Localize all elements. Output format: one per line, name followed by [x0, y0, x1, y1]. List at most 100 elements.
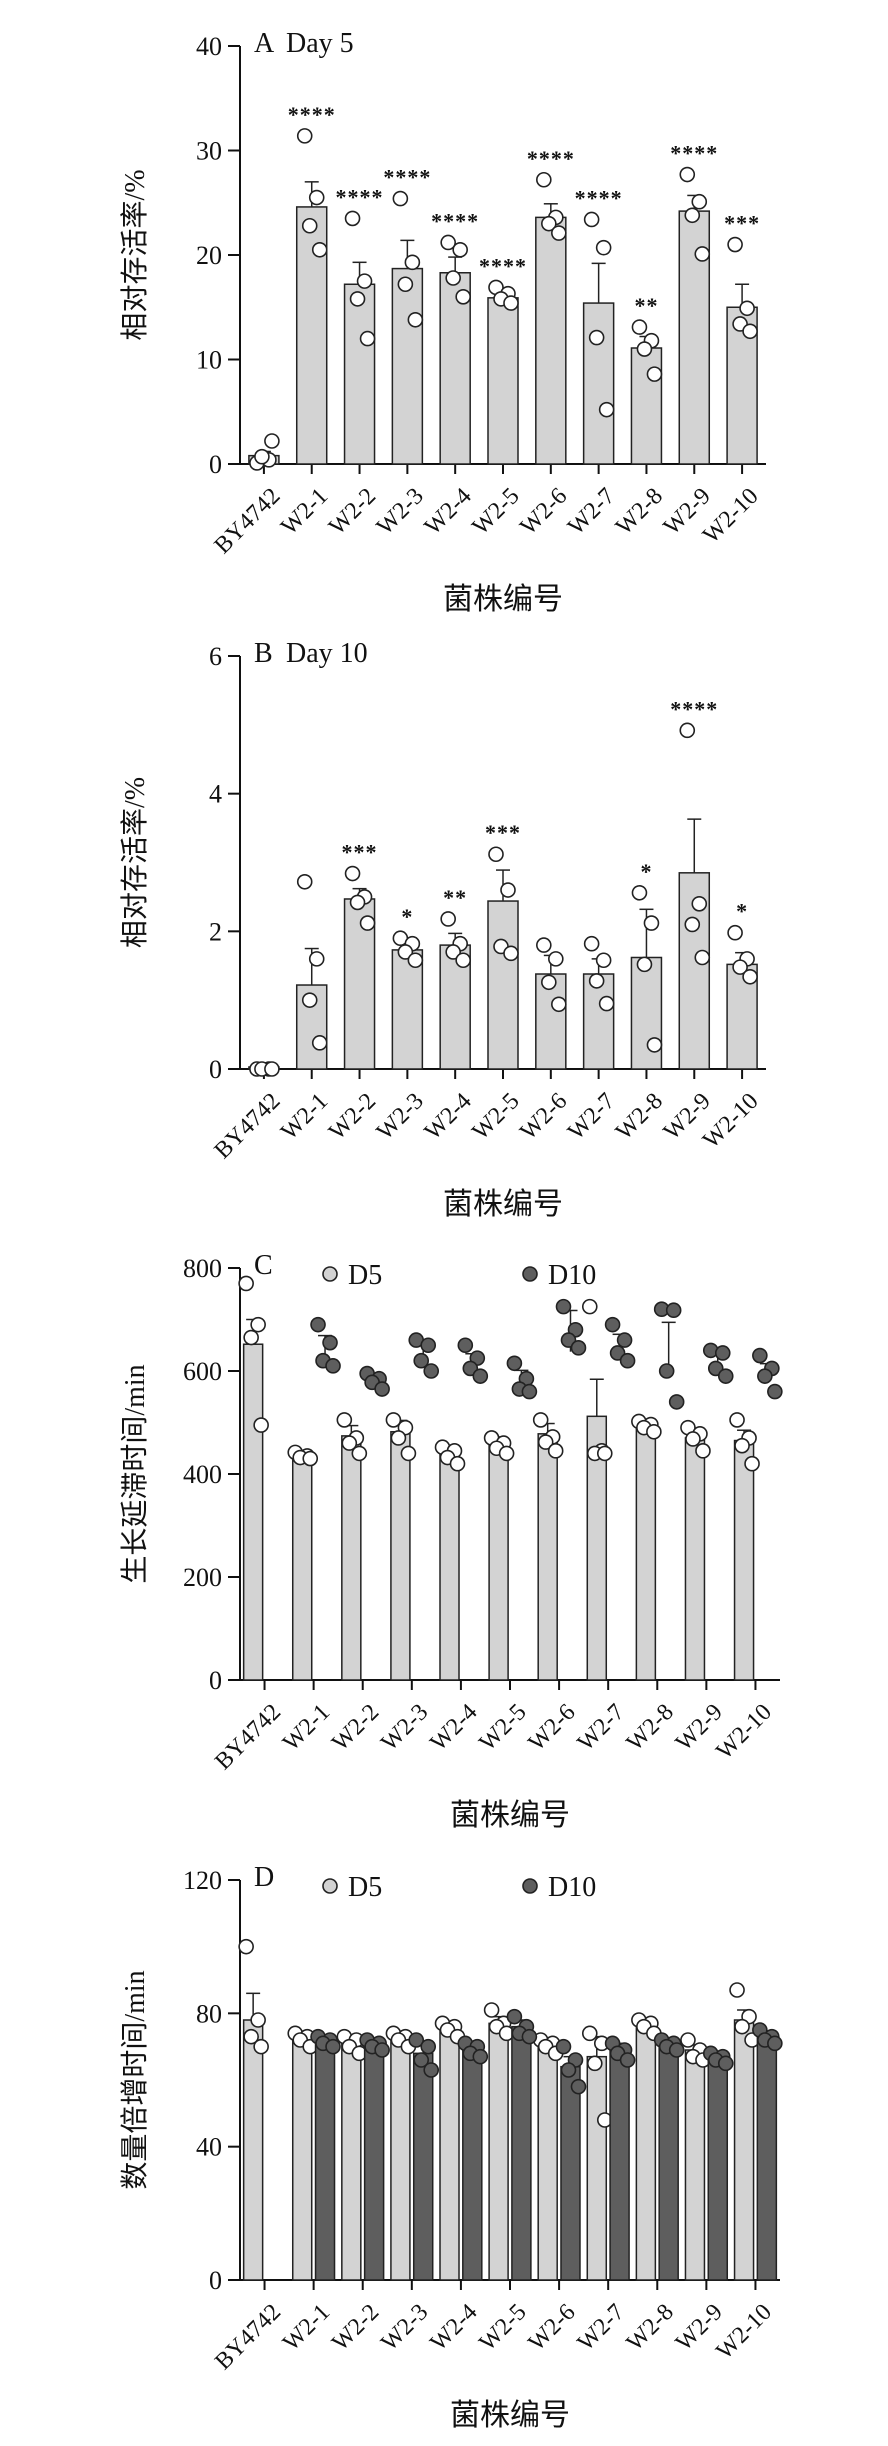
- legend-marker: [322, 1878, 338, 1894]
- data-point: [636, 956, 653, 973]
- data-point: [392, 190, 409, 207]
- y-axis-label: 相对存活率/%: [119, 169, 151, 340]
- category-label: W2-3: [372, 483, 429, 540]
- panel-letter: A: [254, 28, 275, 59]
- category-label: W2-10: [711, 2299, 777, 2365]
- data-point: [685, 1431, 701, 1447]
- category-label: W2-6: [515, 1088, 572, 1145]
- y-axis-label: 相对存活率/%: [119, 777, 151, 948]
- significance-label: ****: [527, 146, 575, 171]
- data-point: [695, 1443, 711, 1459]
- data-point: [359, 915, 376, 931]
- data-point: [729, 1982, 745, 1998]
- category-label: W2-6: [524, 2299, 581, 2356]
- category-label: BY4742: [210, 1699, 286, 1775]
- data-point: [349, 894, 366, 911]
- category-label: W2-1: [276, 1088, 333, 1145]
- category-label: W2-7: [573, 2299, 630, 2356]
- bar: [343, 283, 376, 465]
- data-point: [521, 1383, 538, 1400]
- data-point: [308, 951, 325, 967]
- bar: [511, 2025, 532, 2281]
- bar: [391, 949, 424, 1070]
- data-point: [503, 945, 519, 962]
- y-tick-label: 0: [209, 450, 222, 479]
- data-point: [341, 1435, 358, 1451]
- bar: [635, 2025, 657, 2281]
- legend-label: D10: [548, 1872, 596, 1903]
- data-point: [400, 1445, 417, 1462]
- data-point: [598, 995, 615, 1012]
- significance-label: ****: [670, 696, 718, 721]
- data-point: [253, 2038, 269, 2055]
- significance-label: ***: [724, 211, 760, 236]
- data-point: [729, 1412, 745, 1428]
- bar: [756, 2035, 778, 2281]
- significance-label: ****: [336, 184, 384, 209]
- data-point: [536, 937, 552, 953]
- chart-panel-A: 0 10 20 30 40 A Day 5 相对存活率/% 菌株编号 BY4742W2-1W2-2…: [119, 28, 766, 616]
- category-label: W2-8: [622, 1699, 679, 1756]
- data-point: [668, 2042, 685, 2058]
- category-label: W2-5: [468, 483, 525, 540]
- bar: [733, 2019, 755, 2281]
- data-point: [727, 236, 743, 253]
- data-point: [581, 2025, 598, 2042]
- category-label: W2-4: [425, 1699, 482, 1756]
- data-point: [643, 915, 660, 931]
- bar: [537, 1433, 558, 1681]
- y-axis-label: 数量倍增时间/min: [119, 1970, 151, 2189]
- panel-title: Day 5: [286, 28, 354, 59]
- data-point: [595, 239, 612, 256]
- legend-marker: [322, 1266, 338, 1282]
- data-point: [349, 291, 366, 307]
- bar: [487, 900, 519, 1070]
- category-label: W2-4: [420, 483, 477, 540]
- legend-marker: [522, 1878, 538, 1894]
- data-point: [541, 215, 557, 232]
- data-point: [250, 1316, 266, 1333]
- bar: [537, 2042, 558, 2281]
- data-point: [452, 241, 468, 258]
- data-point: [752, 1347, 768, 1364]
- data-point: [302, 1450, 319, 1467]
- data-point: [325, 1358, 341, 1374]
- data-point: [714, 1345, 731, 1361]
- bar: [586, 2055, 608, 2281]
- significance-label: *: [640, 859, 652, 884]
- y-tick-label: 4: [209, 780, 222, 809]
- data-point: [547, 1443, 564, 1459]
- y-tick-label: 20: [196, 241, 222, 270]
- data-point: [455, 288, 471, 305]
- bar: [242, 2019, 264, 2281]
- bar: [412, 2052, 434, 2281]
- bar: [341, 1435, 362, 1681]
- y-tick-label: 40: [196, 32, 222, 61]
- bar: [314, 2039, 336, 2281]
- data-point: [503, 295, 519, 311]
- data-point: [767, 2035, 783, 2052]
- y-axis-label: 生长延滞时间/min: [119, 1364, 151, 1583]
- chart-panel-B: 0 2 4 6 B Day 10 相对存活率/% 菌株编号 BY4742W2-1W2-2W2-3…: [119, 638, 766, 1221]
- category-label: W2-10: [711, 1699, 777, 1765]
- category-label: W2-7: [573, 1699, 630, 1756]
- significance-label: ****: [383, 165, 431, 190]
- data-point: [570, 1340, 587, 1356]
- category-label: W2-10: [698, 483, 764, 549]
- category-label: W2-1: [276, 483, 333, 540]
- data-point: [541, 974, 557, 991]
- data-point: [583, 935, 600, 952]
- data-point: [767, 1383, 783, 1400]
- bar: [684, 1437, 706, 1681]
- category-label: W2-8: [611, 1088, 668, 1145]
- bar: [609, 2049, 630, 2281]
- bar: [390, 2039, 411, 2281]
- data-point: [445, 944, 461, 960]
- data-point: [548, 951, 564, 967]
- bar: [535, 216, 567, 465]
- category-label: W2-4: [420, 1088, 477, 1145]
- significance-label: ***: [485, 820, 521, 845]
- data-point: [583, 211, 600, 228]
- y-tick-label: 10: [196, 346, 222, 375]
- data-point: [413, 2052, 430, 2068]
